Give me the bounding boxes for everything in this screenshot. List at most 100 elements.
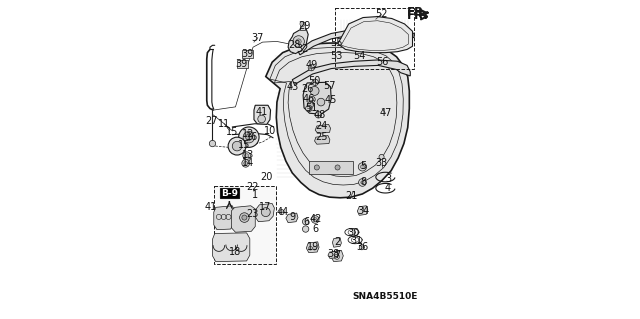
Polygon shape bbox=[286, 213, 298, 223]
Polygon shape bbox=[316, 124, 330, 133]
Text: 1: 1 bbox=[252, 189, 259, 200]
Polygon shape bbox=[332, 238, 341, 247]
Circle shape bbox=[261, 208, 270, 217]
Circle shape bbox=[232, 141, 242, 151]
Circle shape bbox=[242, 215, 247, 220]
Text: 22: 22 bbox=[246, 182, 259, 192]
Text: 49: 49 bbox=[305, 60, 317, 70]
Circle shape bbox=[310, 86, 319, 95]
Polygon shape bbox=[331, 250, 343, 262]
Text: 42: 42 bbox=[310, 214, 322, 225]
Circle shape bbox=[307, 101, 314, 108]
Text: 41: 41 bbox=[204, 202, 217, 212]
Circle shape bbox=[296, 39, 301, 44]
Circle shape bbox=[335, 165, 340, 170]
Circle shape bbox=[300, 21, 305, 26]
Text: 2: 2 bbox=[334, 237, 340, 248]
Text: 36: 36 bbox=[356, 242, 369, 252]
Polygon shape bbox=[212, 233, 250, 262]
Text: 48: 48 bbox=[314, 110, 326, 120]
Text: 6: 6 bbox=[313, 224, 319, 234]
Text: 4: 4 bbox=[385, 183, 391, 193]
Polygon shape bbox=[232, 206, 255, 232]
Circle shape bbox=[244, 154, 248, 158]
Circle shape bbox=[359, 245, 364, 250]
Text: 45: 45 bbox=[325, 95, 337, 106]
Polygon shape bbox=[288, 29, 308, 54]
Text: 17: 17 bbox=[259, 202, 271, 212]
Text: 54: 54 bbox=[354, 51, 366, 61]
Text: 8: 8 bbox=[360, 177, 366, 187]
Text: 34: 34 bbox=[357, 205, 369, 216]
Text: FR.: FR. bbox=[407, 6, 429, 19]
Circle shape bbox=[317, 98, 324, 106]
Text: 20: 20 bbox=[260, 172, 273, 182]
Circle shape bbox=[308, 64, 315, 71]
Text: 32: 32 bbox=[296, 44, 308, 55]
Text: 15: 15 bbox=[238, 140, 251, 150]
Circle shape bbox=[303, 219, 309, 225]
Circle shape bbox=[279, 210, 284, 215]
Text: 38: 38 bbox=[328, 249, 340, 259]
Circle shape bbox=[228, 137, 246, 155]
Circle shape bbox=[243, 131, 255, 143]
Circle shape bbox=[314, 218, 317, 221]
Text: 11: 11 bbox=[218, 119, 230, 129]
Circle shape bbox=[316, 112, 321, 118]
Polygon shape bbox=[254, 105, 271, 124]
Polygon shape bbox=[220, 188, 239, 198]
Text: 7: 7 bbox=[334, 250, 340, 260]
Text: 18: 18 bbox=[229, 247, 241, 257]
Text: 39: 39 bbox=[235, 59, 247, 69]
Text: 29: 29 bbox=[298, 20, 310, 31]
Text: 37: 37 bbox=[252, 33, 264, 43]
Circle shape bbox=[242, 160, 250, 167]
Circle shape bbox=[358, 179, 366, 186]
Circle shape bbox=[379, 154, 384, 160]
Text: 19: 19 bbox=[307, 242, 319, 252]
Text: 31: 31 bbox=[351, 236, 363, 246]
Text: 15: 15 bbox=[226, 127, 239, 137]
Circle shape bbox=[246, 134, 252, 140]
Polygon shape bbox=[309, 161, 353, 174]
Text: 33: 33 bbox=[376, 158, 388, 168]
Text: 56: 56 bbox=[376, 57, 388, 67]
Circle shape bbox=[209, 140, 216, 147]
Circle shape bbox=[314, 165, 319, 170]
Text: 57: 57 bbox=[323, 81, 336, 91]
Text: 28: 28 bbox=[288, 40, 301, 50]
Text: 47: 47 bbox=[380, 108, 392, 118]
Text: 44: 44 bbox=[276, 207, 289, 217]
Polygon shape bbox=[266, 43, 410, 198]
Polygon shape bbox=[255, 204, 275, 222]
Polygon shape bbox=[307, 242, 319, 253]
Text: 53: 53 bbox=[330, 51, 342, 61]
Text: 41: 41 bbox=[255, 107, 268, 117]
Polygon shape bbox=[338, 17, 413, 53]
Polygon shape bbox=[243, 50, 253, 58]
Polygon shape bbox=[357, 206, 368, 215]
Circle shape bbox=[303, 226, 309, 232]
Circle shape bbox=[239, 213, 249, 222]
Text: 43: 43 bbox=[286, 82, 298, 92]
Polygon shape bbox=[315, 136, 330, 144]
Circle shape bbox=[312, 79, 319, 85]
Circle shape bbox=[306, 105, 312, 112]
Circle shape bbox=[309, 96, 316, 103]
Text: 39: 39 bbox=[241, 49, 253, 59]
Text: 50: 50 bbox=[308, 76, 321, 86]
Text: 23: 23 bbox=[246, 209, 259, 219]
Text: 21: 21 bbox=[345, 191, 357, 201]
Text: 26: 26 bbox=[301, 84, 314, 94]
Text: 6: 6 bbox=[303, 217, 309, 227]
Circle shape bbox=[313, 246, 317, 250]
Text: 10: 10 bbox=[264, 126, 276, 136]
Text: 5: 5 bbox=[360, 161, 366, 171]
Text: 30: 30 bbox=[348, 228, 360, 238]
Text: 52: 52 bbox=[375, 9, 387, 19]
Text: 27: 27 bbox=[205, 115, 218, 126]
Circle shape bbox=[293, 36, 305, 47]
Circle shape bbox=[360, 165, 364, 169]
Polygon shape bbox=[292, 60, 410, 85]
Text: 3: 3 bbox=[385, 174, 391, 184]
